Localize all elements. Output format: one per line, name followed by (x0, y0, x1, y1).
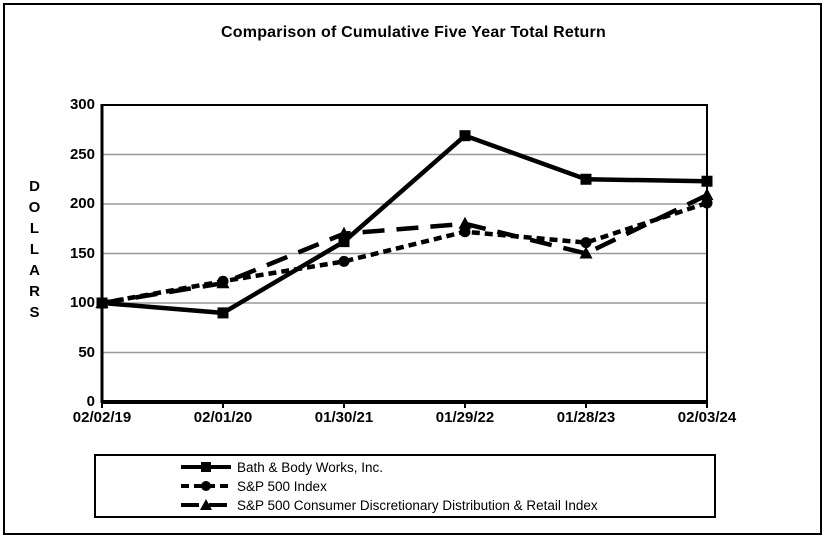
chart-plot-area (95, 104, 714, 408)
x-tick-label: 02/01/20 (193, 409, 253, 426)
y-axis-tick-labels: 300 250 200 150 100 50 0 (40, 96, 95, 411)
y-tick-label: 50 (78, 343, 95, 361)
y-tick-label: 150 (69, 244, 95, 262)
chart-outer-border (3, 3, 822, 535)
chart-legend: Bath & Body Works, Inc. S&P 500 Index S&… (94, 454, 716, 518)
x-tick-label: 01/30/21 (314, 409, 374, 426)
legend-label: S&P 500 Consumer Discretionary Distribut… (237, 497, 598, 513)
y-tick-label: 250 (69, 145, 95, 163)
y-axis-title: DOLLARS (28, 178, 41, 321)
y-tick-label: 0 (86, 393, 95, 410)
x-tick-label: 02/03/24 (677, 409, 737, 426)
long-dash-line-triangle-marker-icon (181, 499, 231, 510)
legend-label: S&P 500 Index (237, 478, 327, 494)
solid-line-square-marker-icon (181, 462, 231, 472)
dashed-line-circle-marker-icon (181, 481, 231, 491)
x-tick-label: 02/02/19 (72, 409, 132, 426)
x-tick-label: 01/28/23 (556, 409, 616, 426)
legend-row: Bath & Body Works, Inc. (180, 459, 714, 475)
y-tick-label: 300 (69, 96, 95, 113)
y-tick-label: 200 (69, 195, 95, 212)
legend-row: S&P 500 Index (180, 478, 714, 494)
legend-row: S&P 500 Consumer Discretionary Distribut… (180, 497, 714, 513)
legend-label: Bath & Body Works, Inc. (237, 459, 384, 475)
y-tick-label: 100 (69, 294, 95, 311)
x-tick-label: 01/29/22 (435, 409, 495, 426)
chart-title: Comparison of Cumulative Five Year Total… (221, 24, 606, 41)
x-axis-tick-labels: 02/02/19 02/01/20 01/30/21 01/29/22 01/2… (0, 409, 827, 429)
